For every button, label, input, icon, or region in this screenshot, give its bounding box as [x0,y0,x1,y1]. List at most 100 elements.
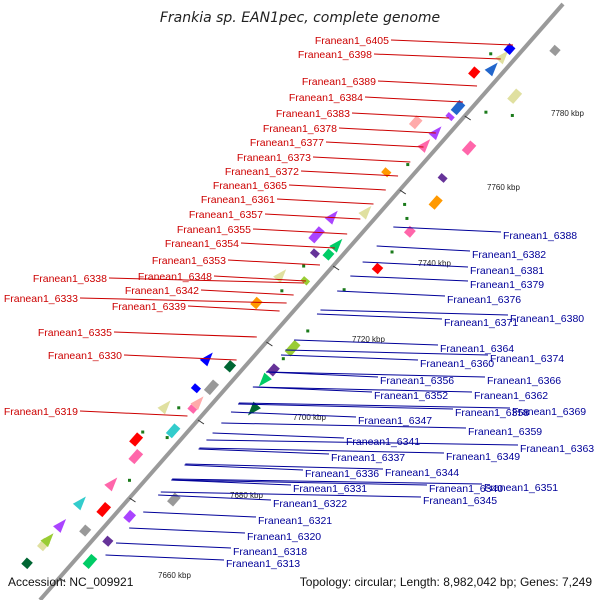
gene-label: Franean1_6360 [420,358,494,370]
gene-label: Franean1_6363 [520,443,594,455]
tick-label: 7760 kbp [487,183,520,192]
gene-label: Franean1_6376 [447,294,521,306]
gene-arrow [104,477,118,492]
left-leader-line [108,277,305,284]
tick-label: 7780 kbp [551,109,584,118]
gene-label: Franean1_6345 [423,495,497,507]
right-leader-line [362,261,469,268]
gene-label: Franean1_6374 [490,353,564,365]
left-leader-line [325,141,424,148]
right-leader-line [184,464,304,471]
tick-label: 7700 kbp [293,413,326,422]
gene-label: Franean1_6382 [472,249,546,261]
right-leader-line [129,527,246,534]
gene-arrow [199,352,213,367]
gene-block [461,140,477,156]
gene-block [167,492,181,507]
left-leader-line [300,170,399,177]
gene-block [187,404,198,414]
gene-block [190,383,202,394]
gene-label: Franean1_6352 [374,390,448,402]
gene-label: Franean1_6333 [4,293,78,305]
gene-label: Franean1_6348 [138,271,212,283]
gene-label: Franean1_6313 [226,558,300,570]
right-leader-line [230,411,357,418]
gene-dot [390,250,394,254]
gene-label: Franean1_6383 [276,108,350,120]
right-leader-line [199,447,445,454]
gene-label: Franean1_6353 [152,255,226,267]
right-leader-line [143,511,257,518]
left-leader-line [276,198,374,205]
gene-block [128,448,144,465]
gene-label: Franean1_6342 [125,285,199,297]
left-leader-line [390,39,514,46]
left-leader-line [377,80,478,87]
left-gene-labels: Franean1_6405 Franean1_6398 Franean1_6389 F… [4,35,514,418]
left-leader-line [79,410,188,417]
gene-block [284,339,301,357]
gene-label: Franean1_6356 [380,375,454,387]
gene-arrow [495,50,509,65]
tick-label: 7660 kbp [158,571,191,580]
right-leader-line [185,463,384,470]
gene-arrow [428,126,442,141]
gene-block [428,195,443,210]
gene-block [507,88,523,104]
right-leader-line [238,402,511,409]
gene-block [102,535,114,547]
gene-block [223,360,237,373]
left-leader-line [373,53,501,60]
right-leader-line [316,313,443,320]
gene-label: Franean1_6321 [258,515,332,527]
left-leader-line [351,112,449,119]
gene-block [503,43,516,55]
gene-label: Franean1_6322 [273,498,347,510]
right-leader-line [294,339,439,346]
right-leader-line [172,478,483,485]
gene-label: Franean1_6344 [385,467,459,479]
left-leader-line [200,289,294,296]
gene-block [123,509,137,523]
gene-dot [280,289,284,293]
left-leader-line [79,297,287,304]
gene-arrow [258,372,272,387]
right-leader-line [252,386,473,393]
gene-arrow [72,496,86,511]
gene-dot [165,436,169,440]
gene-dot [177,406,181,410]
left-leader-line [264,213,361,220]
gene-dot [141,430,145,434]
tick-mark [464,115,471,121]
gene-label: Franean1_6388 [503,230,577,242]
left-leader-line [240,242,335,249]
right-leader-line [280,354,419,361]
gene-features [21,43,561,570]
gene-block [165,423,181,439]
left-leader-line [187,305,280,312]
left-leader-line [338,127,436,134]
gene-arrow [53,519,67,533]
left-leader-line [252,228,348,235]
gene-block [381,167,392,178]
gene-block [79,524,92,537]
gene-block [450,100,466,116]
right-leader-line [160,491,422,498]
right-leader-line [376,245,471,252]
right-leader-line [266,371,379,378]
map-title: Frankia sp. EAN1pec, complete genome [160,10,440,26]
gene-dot [306,329,310,333]
gene-label: Franean1_6340 [429,483,503,495]
right-leader-line [221,422,467,429]
gene-label: Franean1_6361 [201,194,275,206]
gene-label: Franean1_6384 [289,92,363,104]
gene-block [408,115,423,130]
left-leader-line [123,354,237,361]
gene-label: Franean1_6330 [48,350,122,362]
right-leader-line [350,275,469,282]
gene-label: Franean1_6355 [177,224,251,236]
gene-label: Franean1_6389 [302,76,376,88]
tick-mark [59,577,66,583]
gene-arrow [273,269,287,284]
left-leader-line [312,156,411,163]
